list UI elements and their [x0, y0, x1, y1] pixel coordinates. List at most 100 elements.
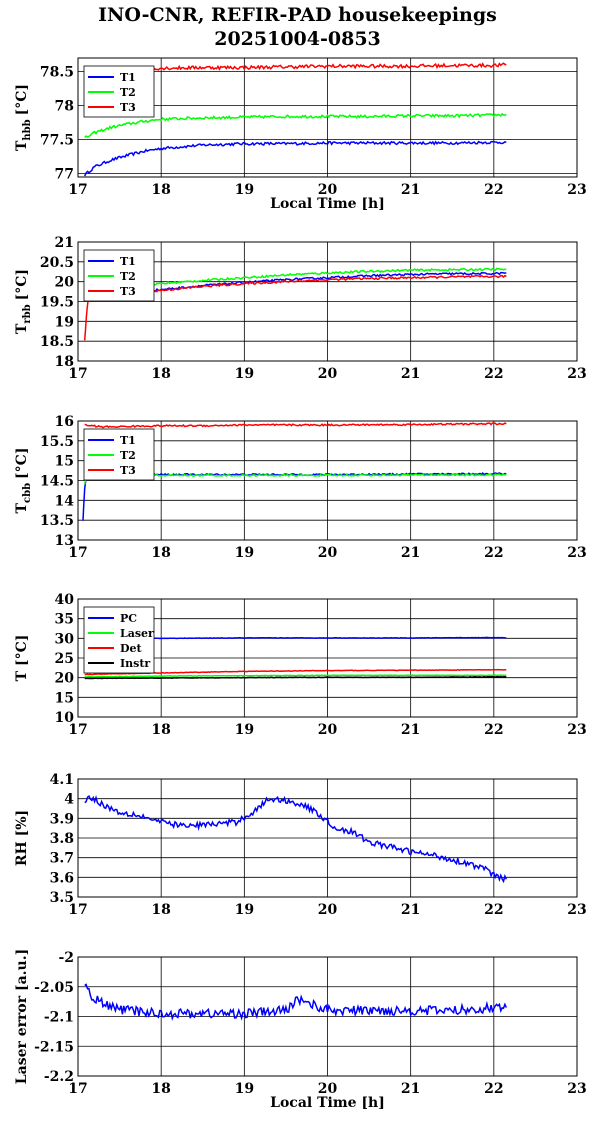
x-tick-label: 21 [401, 545, 420, 561]
x-tick-label: 17 [68, 1081, 87, 1097]
x-tick-label: 18 [151, 366, 170, 382]
series-line-laser [84, 674, 507, 678]
x-tick-label: 19 [235, 545, 254, 561]
y-tick-label: -2.2 [44, 1069, 74, 1085]
x-tick-label: 20 [318, 366, 338, 382]
y-tick-label: 78.5 [40, 65, 74, 81]
y-tick-label: 16 [55, 414, 74, 430]
series-line-t2 [84, 112, 507, 139]
x-tick-label: 23 [567, 722, 586, 738]
x-tick-label: 21 [401, 902, 420, 918]
x-tick-label: 18 [151, 545, 170, 561]
series-line-t2 [84, 267, 507, 293]
legend-label-instr: Instr [120, 657, 150, 670]
x-tick-label: 22 [484, 182, 503, 198]
legend-label-t2: T2 [120, 86, 136, 99]
legend-label-t1: T1 [120, 71, 136, 84]
y-tick-label: 19 [55, 314, 74, 330]
plot-frame [77, 57, 578, 178]
x-tick-label: 21 [401, 366, 420, 382]
x-tick-label: 23 [567, 1081, 586, 1097]
chart-panel-5: 17 18 19 20 21 22 23 3.5 3.6 3.7 3.8 3.9 4 4.1 RH [%] [14, 772, 587, 918]
x-axis-label: Local Time [h] [270, 196, 385, 212]
y-tick-label: 30 [55, 631, 75, 647]
figure-title-line2: 20251004-0853 [214, 28, 381, 50]
y-tick-label: 20 [55, 671, 75, 687]
y-axis-label: Thbb[°C] [14, 84, 33, 151]
series-line-det [84, 668, 507, 676]
legend-label-t3: T3 [120, 101, 136, 114]
x-tick-label: 19 [235, 902, 254, 918]
x-tick-label: 18 [151, 182, 170, 198]
x-tick-label: 23 [567, 545, 586, 561]
figure-title-line1: INO-CNR, REFIR-PAD housekeepings [98, 4, 497, 26]
x-tick-label: 17 [68, 545, 87, 561]
y-tick-label: -2 [58, 950, 74, 966]
x-tick-label: 18 [151, 1081, 170, 1097]
chart-panel-4: 17 18 19 20 21 22 23 10 15 20 25 30 35 40 T [°C] PC Lase… [14, 592, 587, 738]
x-tick-label: 23 [567, 366, 586, 382]
x-tick-label: 19 [235, 1081, 254, 1097]
x-tick-label: 18 [151, 902, 170, 918]
x-tick-label: 20 [318, 545, 338, 561]
y-tick-label: 15.5 [40, 434, 74, 450]
x-tick-label: 19 [235, 366, 254, 382]
y-tick-label: 14 [55, 493, 75, 509]
chart-panel-2: 17 18 19 20 21 22 231818.51919.52020.521Trbb[°… [14, 235, 587, 382]
y-tick-label: 20 [55, 275, 75, 291]
series-line-t3 [84, 422, 507, 429]
y-axis-label: Tcbb[°C] [14, 448, 33, 514]
y-tick-label: 15 [55, 690, 74, 706]
x-tick-label: 22 [484, 366, 503, 382]
y-axis-label: Trbb[°C] [14, 269, 33, 334]
x-tick-label: 20 [318, 902, 338, 918]
x-tick-label: 21 [401, 182, 420, 198]
x-tick-label: 21 [401, 1081, 420, 1097]
y-tick-label: 21 [55, 235, 74, 251]
plot-frame [77, 420, 578, 541]
y-tick-label: -2.15 [34, 1039, 74, 1055]
legend-label-t1: T1 [120, 434, 136, 447]
y-tick-label: 14.5 [40, 474, 74, 490]
y-tick-label: 19.5 [40, 295, 74, 311]
legend-label-laser: Laser [120, 627, 154, 640]
legend-label-t2: T2 [120, 270, 136, 283]
figure-title: INO-CNR, REFIR-PAD housekeepings 2025100… [0, 3, 595, 51]
y-tick-label: 78 [55, 99, 74, 115]
x-axis-label: Local Time [h] [270, 1095, 385, 1111]
y-tick-label: 3.7 [50, 851, 74, 867]
plot-frame [77, 241, 578, 362]
y-tick-label: 13 [55, 533, 74, 549]
series-line-t1 [84, 140, 507, 177]
y-tick-label: 25 [55, 651, 74, 667]
y-tick-label: 20.5 [40, 255, 74, 271]
legend-label-t2: T2 [120, 449, 136, 462]
x-tick-label: 22 [484, 902, 503, 918]
y-tick-label: 40 [55, 592, 75, 608]
y-tick-label: -2.1 [44, 1010, 74, 1026]
series-line-t3 [84, 62, 507, 77]
x-tick-label: 17 [68, 722, 87, 738]
y-tick-label: 3.9 [50, 811, 74, 827]
legend-label-det: Det [120, 642, 143, 655]
x-tick-label: 22 [484, 1081, 503, 1097]
series-line-data [84, 794, 507, 884]
x-tick-label: 17 [68, 182, 87, 198]
y-tick-label: -2.05 [34, 980, 74, 996]
plot-frame [77, 778, 578, 898]
y-tick-label: 13.5 [40, 513, 74, 529]
legend-label-pc: PC [120, 612, 137, 625]
x-tick-label: 23 [567, 902, 586, 918]
y-tick-label: 3.6 [50, 870, 74, 886]
x-tick-label: 20 [318, 1081, 338, 1097]
legend-label-t3: T3 [120, 464, 136, 477]
legend-label-t3: T3 [120, 285, 136, 298]
x-tick-label: 19 [235, 722, 254, 738]
series-line-instr [84, 676, 507, 680]
y-tick-label: 4 [64, 792, 74, 808]
y-axis-label: RH [%] [14, 810, 30, 866]
y-tick-label: 77.5 [40, 133, 74, 149]
x-tick-label: 22 [484, 545, 503, 561]
y-tick-label: 35 [55, 612, 74, 628]
